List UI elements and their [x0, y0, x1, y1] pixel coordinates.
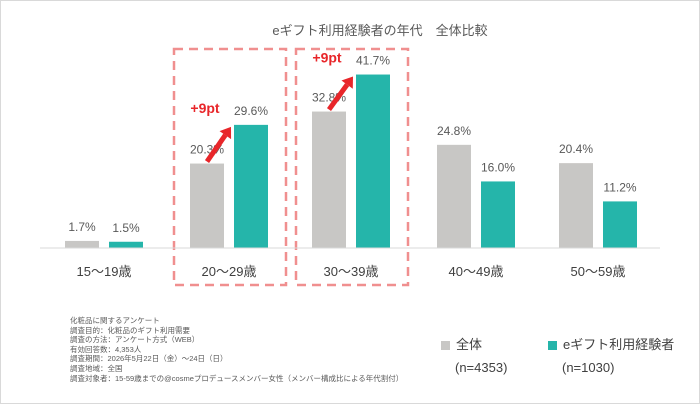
- category-label: 50〜59歳: [571, 264, 626, 279]
- bar: [437, 144, 471, 248]
- note-line: 化粧品に関するアンケート: [70, 316, 160, 325]
- chart-title: eギフト利用経験者の年代 全体比較: [272, 23, 487, 38]
- bar: [312, 111, 346, 248]
- bar: [234, 124, 268, 248]
- category-label: 40〜49歳: [449, 264, 504, 279]
- data-label: 1.7%: [68, 220, 96, 234]
- note-line: 調査目的：化粧品のギフト利用需要: [70, 325, 190, 335]
- legend-item-egift: eギフト利用経験者 (n=1030): [548, 334, 675, 375]
- bar: [603, 201, 637, 248]
- data-label: 24.8%: [437, 124, 471, 138]
- category-label: 20〜29歳: [202, 264, 257, 279]
- data-label: 1.5%: [112, 221, 140, 235]
- note-line: 有効回答数：4,353人: [70, 344, 142, 354]
- annotation-arrow-head: [341, 76, 353, 89]
- legend-label-egift: eギフト利用経験者: [563, 337, 675, 352]
- legend-sample-overall: (n=4353): [455, 360, 508, 375]
- note-line: 調査の方法：アンケート方式（WEB）: [70, 335, 200, 345]
- bar: [109, 241, 143, 248]
- bar: [356, 74, 390, 248]
- annotation-arrow-shaft: [326, 83, 350, 112]
- legend-swatch-egift: [548, 341, 557, 350]
- legend-item-overall: 全体 (n=4353): [441, 334, 507, 375]
- note-line: 調査地域：全国: [70, 363, 123, 373]
- data-label: 16.0%: [481, 160, 515, 174]
- data-label: 20.4%: [559, 142, 593, 156]
- annotation-label: +9pt: [190, 100, 220, 116]
- annotation-label: +9pt: [312, 50, 342, 66]
- note-line: 調査期間：2026年5月22日（金）〜24日（日）: [70, 354, 228, 364]
- data-label: 11.2%: [603, 180, 636, 194]
- note-line: 調査対象者：15-59歳までの@cosmeプロデュースメンバー女性（メンバー構成…: [70, 373, 404, 383]
- legend-sample-egift: (n=1030): [562, 360, 615, 375]
- data-label: 41.7%: [356, 54, 390, 68]
- highlight-box: [294, 47, 410, 287]
- category-label: 30〜39歳: [324, 264, 379, 279]
- data-label: 29.6%: [234, 104, 268, 118]
- category-label: 15〜19歳: [77, 264, 132, 279]
- legend-swatch-overall: [441, 341, 450, 350]
- bar: [559, 163, 593, 248]
- legend-label-overall: 全体: [456, 337, 483, 352]
- highlight-box: [172, 47, 288, 287]
- annotation-arrow-head: [219, 126, 232, 140]
- bar: [481, 181, 515, 248]
- bar: [65, 240, 99, 248]
- survey-notes: 化粧品に関するアンケート 調査目的：化粧品のギフト利用需要 調査の方法：アンケー…: [70, 316, 403, 383]
- bar: [190, 163, 224, 248]
- annotation-arrow-shaft: [204, 133, 228, 163]
